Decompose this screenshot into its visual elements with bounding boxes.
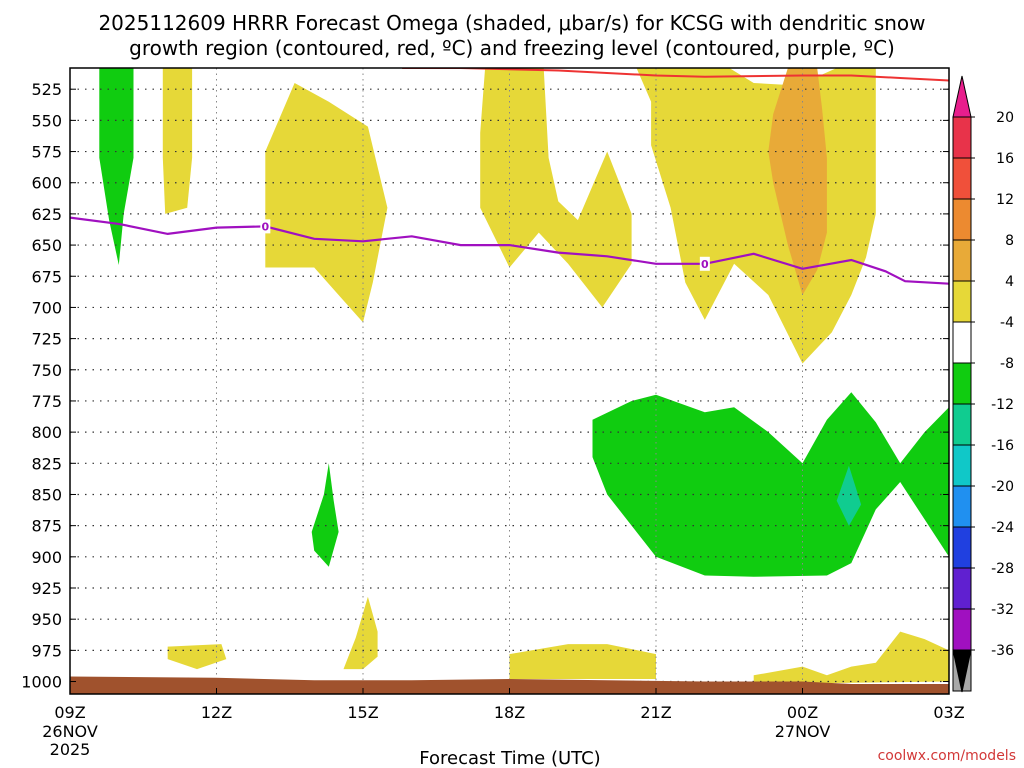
omega-region-4 — [480, 68, 632, 308]
colorbar-box-7 — [952, 362, 972, 405]
colorbar-box-12 — [952, 567, 972, 610]
omega-region-7 — [167, 644, 227, 670]
colorbar-box-5 — [952, 280, 972, 323]
omega-region-11 — [311, 463, 339, 567]
y-tick-label-650: 650 — [31, 236, 62, 255]
omega-region-12 — [592, 392, 949, 577]
x-tick-date-09Z: 26NOV — [42, 722, 98, 741]
y-tick-label-800: 800 — [31, 423, 62, 442]
omega-shaded-regions — [99, 68, 949, 684]
freezing-label-bg-2 — [699, 256, 710, 271]
y-axis: 525 550 575 600 625 650 675 700 725 750 775 800 825 8… — [21, 80, 949, 692]
omega-region-5 — [636, 68, 876, 364]
y-tick-label-700: 700 — [31, 298, 62, 317]
freezing-level-label-2: 0 — [701, 258, 709, 271]
y-tick-label-850: 850 — [31, 485, 62, 504]
y-tick-label-775: 775 — [31, 392, 62, 411]
y-tick-label-925: 925 — [31, 579, 62, 598]
omega-region-1 — [99, 68, 134, 265]
colorbar-label--32: -32 — [991, 602, 1014, 618]
colorbar-label--8: -8 — [1000, 356, 1014, 372]
x-tick-label-21Z: 21Z — [640, 703, 671, 722]
y-tick-label-875: 875 — [31, 517, 62, 536]
y-tick-label-550: 550 — [31, 111, 62, 130]
freezing-label-bg-1 — [260, 219, 271, 234]
contour-lines: 00 — [70, 68, 949, 285]
y-tick-label-625: 625 — [31, 205, 62, 224]
colorbar-label--36: -36 — [991, 643, 1014, 659]
freezing-level-line — [70, 216, 949, 285]
x-tick-label-18Z: 18Z — [494, 703, 525, 722]
chart-title-line2: growth region (contoured, red, ºC) and f… — [129, 36, 895, 60]
omega-region-10 — [753, 631, 949, 684]
y-tick-label-1000: 1000 — [21, 673, 62, 692]
colorbar-label--28: -28 — [991, 561, 1014, 577]
colorbar-label--24: -24 — [991, 520, 1014, 536]
colorbar-bottom-cap — [952, 649, 972, 693]
colorbar-label--20: -20 — [991, 479, 1014, 495]
x-tick-year-09Z: 2025 — [50, 740, 91, 759]
colorbar-label-8: 8 — [1005, 233, 1014, 249]
omega-region-3 — [265, 83, 388, 323]
colorbar-label-4: 4 — [1005, 274, 1014, 290]
colorbar-label-20: 20 — [996, 110, 1014, 126]
x-tick-label-12Z: 12Z — [201, 703, 232, 722]
omega-region-2 — [162, 68, 193, 214]
surface-terrain-fill — [70, 676, 949, 694]
colorbar-box-10 — [952, 485, 972, 528]
colorbar-box-9 — [952, 444, 972, 487]
colorbar-box-3 — [952, 198, 972, 241]
plot-area: 00 — [70, 68, 949, 694]
surface-terrain — [70, 676, 949, 694]
colorbar-top-cap — [952, 75, 972, 118]
colorbar-box-11 — [952, 526, 972, 569]
x-axis-label: Forecast Time (UTC) — [419, 748, 600, 768]
colorbar-box-13 — [952, 608, 972, 651]
colorbar-label--4: -4 — [1000, 315, 1014, 331]
y-tick-label-575: 575 — [31, 143, 62, 162]
y-tick-label-600: 600 — [31, 174, 62, 193]
colorbar-label-16: 16 — [996, 151, 1014, 167]
omega-region-8 — [343, 596, 378, 670]
colorbar-box-2 — [952, 157, 972, 200]
freezing-level-label-1: 0 — [262, 220, 270, 233]
y-tick-label-900: 900 — [31, 548, 62, 567]
omega-region-13 — [836, 465, 862, 526]
y-tick-label-825: 825 — [31, 454, 62, 473]
x-tick-label-15Z: 15Z — [347, 703, 378, 722]
x-tick-label-09Z: 09Z — [54, 703, 85, 722]
colorbar-legend: 20 16 12 8 4 -4 -8 -12 -16 -20 -24 -28 -32 -36 — [952, 75, 1014, 693]
x-tick-date-00Z: 27NOV — [775, 722, 831, 741]
omega-region-6 — [768, 68, 827, 295]
x-tick-label-00Z: 00Z — [787, 703, 818, 722]
colorbar-box-1 — [952, 116, 972, 159]
y-tick-label-725: 725 — [31, 330, 62, 349]
chart-title-line1: 2025112609 HRRR Forecast Omega (shaded, … — [98, 11, 925, 35]
y-tick-label-675: 675 — [31, 267, 62, 286]
y-tick-label-750: 750 — [31, 361, 62, 380]
credit-link[interactable]: coolwx.com/models — [878, 748, 1016, 764]
omega-region-9 — [509, 644, 656, 679]
colorbar-label--16: -16 — [991, 438, 1014, 454]
y-tick-label-975: 975 — [31, 641, 62, 660]
x-tick-label-03Z: 03Z — [933, 703, 964, 722]
y-tick-label-525: 525 — [31, 80, 62, 99]
colorbar-box-8 — [952, 403, 972, 446]
dgz-contour-line — [402, 68, 949, 82]
colorbar-box-4 — [952, 239, 972, 282]
colorbar-box-6 — [952, 321, 972, 364]
colorbar-label--12: -12 — [991, 397, 1014, 413]
colorbar-label-12: 12 — [996, 192, 1014, 208]
y-tick-label-950: 950 — [31, 610, 62, 629]
